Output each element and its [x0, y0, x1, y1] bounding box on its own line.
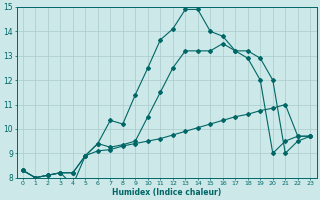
X-axis label: Humidex (Indice chaleur): Humidex (Indice chaleur) [112, 188, 221, 197]
